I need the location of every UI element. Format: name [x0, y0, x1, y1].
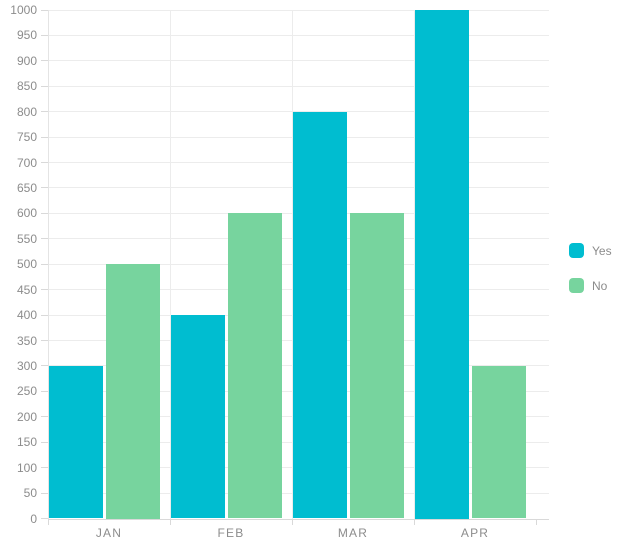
y-axis-label: 900	[16, 53, 37, 68]
gridline-horizontal	[48, 34, 549, 36]
gridline-horizontal	[48, 60, 549, 62]
x-axis-label: APR	[460, 525, 490, 540]
y-axis-tick	[41, 85, 48, 87]
x-axis-label: MAR	[337, 525, 369, 540]
y-axis-tick	[41, 111, 48, 113]
x-axis-tick	[535, 519, 537, 525]
bar-yes-feb[interactable]	[171, 315, 225, 519]
y-axis-tick	[41, 416, 48, 418]
y-axis-tick	[41, 263, 48, 265]
y-axis-label: 850	[16, 79, 37, 94]
y-axis-tick	[41, 492, 48, 494]
legend-item-yes[interactable]: Yes	[569, 243, 612, 258]
y-axis-line	[47, 10, 49, 519]
y-axis-tick	[41, 187, 48, 189]
legend-label: No	[592, 278, 608, 293]
bar-no-apr[interactable]	[472, 365, 526, 519]
y-axis-tick	[41, 212, 48, 214]
x-axis-tick	[291, 519, 293, 525]
y-axis-tick	[41, 9, 48, 11]
bar-yes-jan[interactable]	[49, 365, 103, 519]
bar-yes-mar[interactable]	[293, 111, 347, 519]
y-axis-label: 1000	[10, 3, 37, 17]
x-axis-tick	[47, 519, 49, 525]
y-axis-tick	[41, 238, 48, 240]
y-axis-label: 500	[16, 257, 37, 272]
y-axis-tick	[41, 60, 48, 62]
y-axis-tick	[41, 136, 48, 138]
y-axis-label: 50	[23, 486, 37, 501]
gridline-vertical	[291, 10, 293, 519]
y-axis-label: 400	[16, 308, 37, 323]
bar-yes-apr[interactable]	[415, 10, 469, 519]
legend: Yes No	[569, 243, 612, 313]
y-axis-label: 700	[16, 155, 37, 170]
y-axis-label: 350	[16, 333, 37, 348]
legend-marker-yes	[569, 243, 584, 258]
y-axis-label: 250	[16, 384, 37, 399]
y-axis-label: 650	[16, 180, 37, 195]
y-axis-tick	[41, 314, 48, 316]
bar-no-jan[interactable]	[106, 264, 160, 519]
y-axis-tick	[41, 441, 48, 443]
gridline-vertical	[169, 10, 171, 519]
y-axis-tick	[41, 467, 48, 469]
legend-label: Yes	[592, 243, 612, 258]
bar-no-feb[interactable]	[228, 213, 282, 519]
y-axis-tick	[41, 518, 48, 519]
y-axis-tick	[41, 365, 48, 367]
legend-marker-no	[569, 278, 584, 293]
y-axis-tick	[41, 289, 48, 291]
y-axis-label: 550	[16, 231, 37, 246]
y-axis-label: 600	[16, 206, 37, 221]
bar-no-mar[interactable]	[350, 213, 404, 519]
y-axis-label: 100	[16, 460, 37, 475]
y-axis-label: 150	[16, 435, 37, 450]
legend-item-no[interactable]: No	[569, 278, 612, 293]
y-axis-label: 300	[16, 358, 37, 373]
gridline-horizontal	[48, 85, 549, 87]
x-axis-line	[48, 518, 549, 520]
gridline-vertical	[413, 10, 415, 519]
y-axis-label: 200	[16, 409, 37, 424]
x-axis-tick	[413, 519, 415, 525]
y-axis-label: 0	[30, 511, 37, 526]
y-axis-tick	[41, 34, 48, 36]
gridline-horizontal	[48, 9, 549, 11]
y-axis-label: 450	[16, 282, 37, 297]
y-axis-tick	[41, 340, 48, 342]
y-axis-label: 950	[16, 28, 37, 43]
x-axis-label: JAN	[95, 525, 123, 540]
y-axis-tick	[41, 162, 48, 164]
y-axis-tick	[41, 390, 48, 392]
x-axis-tick	[169, 519, 171, 525]
y-axis-label: 750	[16, 130, 37, 145]
x-axis-label: FEB	[217, 525, 245, 540]
y-axis-label: 800	[16, 104, 37, 119]
